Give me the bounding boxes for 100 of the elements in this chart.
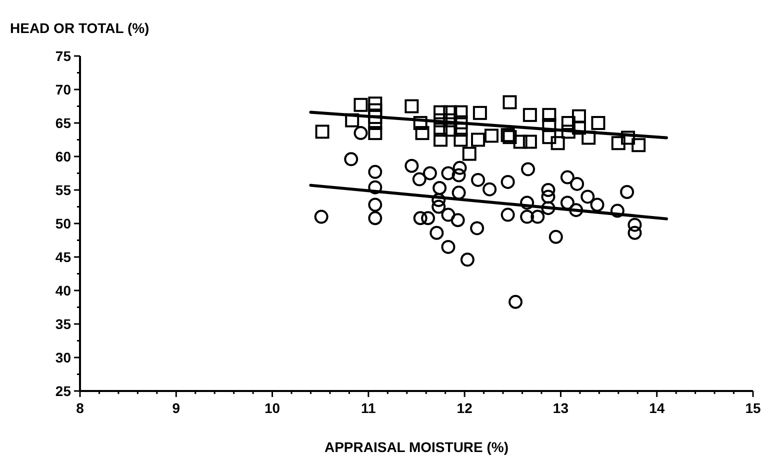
point: [470, 221, 484, 236]
point: [500, 174, 515, 189]
point: [502, 95, 517, 110]
point: [610, 204, 624, 218]
point: [500, 208, 515, 222]
point: [368, 164, 382, 179]
point: [520, 210, 534, 224]
y-tick-label: 55: [55, 182, 72, 198]
point: [621, 130, 636, 145]
point: [345, 113, 360, 128]
y-tick-label: 35: [55, 316, 72, 332]
y-tick-label: 70: [55, 82, 72, 98]
y-tick-label: 30: [55, 350, 72, 366]
x-tick-label: 8: [76, 400, 84, 416]
point: [471, 172, 486, 187]
point: [560, 170, 574, 184]
point: [541, 183, 556, 197]
point: [561, 116, 576, 130]
y-tick-label: 75: [55, 48, 72, 64]
y-tick-label: 60: [55, 148, 72, 164]
point: [542, 108, 556, 122]
point: [591, 116, 606, 130]
y-tick-label: 65: [55, 115, 72, 131]
point: [430, 226, 444, 240]
x-axis-title: APPRAISAL MOISTURE (%): [324, 439, 509, 455]
point: [450, 213, 465, 228]
point: [454, 132, 468, 147]
y-axis-title: HEAD OR TOTAL (%): [10, 20, 150, 36]
x-tick-label: 9: [172, 400, 180, 416]
point: [569, 203, 584, 218]
point: [628, 218, 642, 232]
point: [521, 162, 536, 176]
y-tick-label: 50: [55, 216, 72, 232]
point: [484, 128, 498, 143]
point: [314, 210, 328, 224]
point: [368, 96, 382, 111]
x-tick-label: 12: [456, 400, 473, 416]
point: [520, 196, 534, 210]
x-tick-label: 11: [361, 400, 376, 416]
point: [412, 172, 426, 186]
point: [611, 136, 626, 150]
point: [560, 196, 574, 210]
point: [432, 180, 447, 195]
point: [413, 116, 428, 130]
point: [452, 186, 466, 200]
point: [354, 126, 368, 140]
x-tick-label: 14: [649, 400, 665, 416]
point: [582, 130, 596, 145]
point: [460, 252, 474, 267]
point: [404, 99, 419, 114]
point: [508, 294, 523, 309]
point: [354, 98, 368, 112]
point: [441, 240, 456, 254]
point: [454, 105, 468, 120]
point: [404, 158, 419, 173]
point: [434, 105, 448, 120]
y-tick-label: 45: [55, 249, 72, 265]
point: [434, 132, 448, 147]
point: [548, 230, 563, 244]
point: [368, 126, 382, 140]
point: [472, 106, 487, 120]
point: [482, 182, 497, 196]
x-tick-label: 10: [264, 400, 280, 416]
point: [421, 211, 436, 226]
point: [550, 136, 565, 150]
point: [572, 109, 586, 124]
point: [344, 152, 358, 166]
point: [368, 211, 382, 226]
point: [471, 132, 486, 147]
point: [432, 200, 446, 214]
point: [434, 122, 448, 137]
point: [530, 210, 545, 224]
point: [513, 134, 528, 149]
point: [590, 198, 604, 212]
y-tick-label: 40: [55, 282, 72, 298]
point: [415, 126, 430, 140]
point: [570, 176, 584, 191]
point: [462, 146, 476, 161]
point: [580, 190, 595, 204]
point: [632, 138, 646, 152]
point: [422, 166, 437, 180]
point: [368, 198, 382, 212]
x-tick-label: 13: [552, 400, 569, 416]
point: [522, 134, 537, 149]
point: [441, 166, 456, 180]
point: [628, 226, 642, 240]
point: [452, 160, 467, 175]
point: [522, 108, 537, 122]
x-tick-label: 15: [745, 400, 761, 416]
point: [443, 105, 458, 120]
point: [441, 208, 456, 222]
point: [541, 190, 556, 204]
point: [561, 124, 576, 139]
point: [620, 185, 634, 200]
point: [542, 130, 556, 144]
point: [368, 180, 382, 194]
point: [413, 211, 428, 226]
point: [452, 168, 466, 182]
point: [541, 201, 556, 216]
y-tick-label: 25: [55, 383, 72, 399]
